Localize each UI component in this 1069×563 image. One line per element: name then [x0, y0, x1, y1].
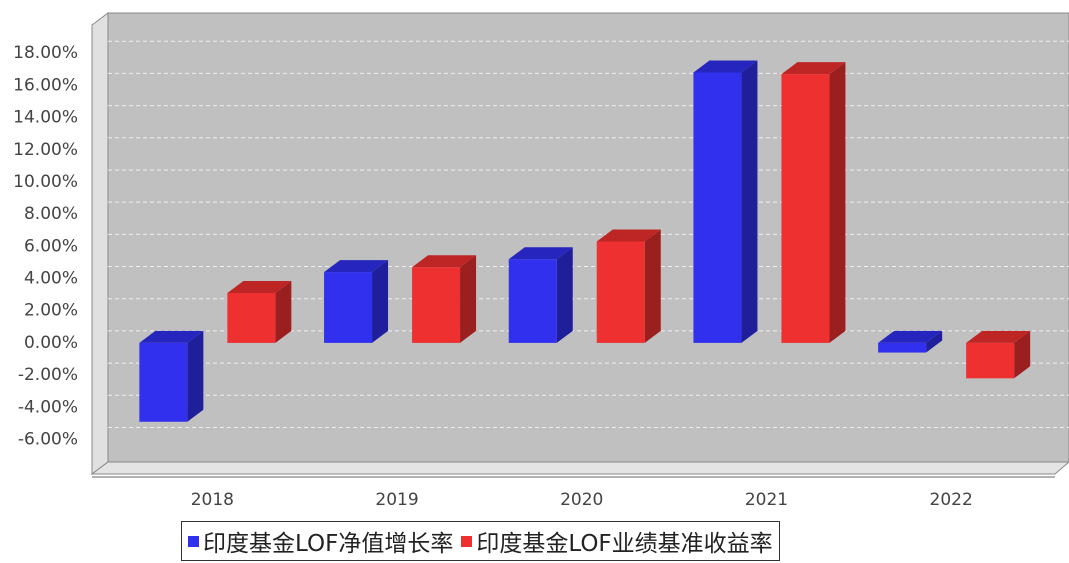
bar-side [926, 330, 943, 353]
bar-top [596, 229, 661, 242]
bar-side [741, 60, 758, 343]
x-tick-label: 2022 [930, 490, 973, 510]
bar-side [372, 260, 389, 343]
y-tick-label: 10.00% [13, 172, 78, 192]
y-tick-label: 12.00% [13, 140, 78, 160]
bar-side [187, 330, 204, 422]
y-tick-label: -4.00% [18, 397, 78, 417]
bar [966, 342, 1015, 379]
bar [781, 74, 830, 343]
bar-top [878, 330, 943, 343]
bar-top [781, 62, 846, 75]
bar-side [829, 62, 846, 343]
bar-side [460, 255, 477, 343]
back-wall [107, 12, 1069, 463]
y-tick-label: 4.00% [24, 269, 78, 289]
y-tick-label: -2.00% [18, 365, 78, 385]
bar-top [227, 281, 292, 294]
floor [90, 461, 1069, 475]
x-tick-label: 2020 [560, 490, 603, 510]
legend: 印度基金LOF净值增长率 印度基金LOF业绩基准收益率 [181, 521, 780, 561]
y-tick-label: 14.00% [13, 108, 78, 128]
bar [693, 72, 742, 343]
y-tick-label: 18.00% [13, 43, 78, 63]
legend-label: 印度基金LOF业绩基准收益率 [476, 531, 773, 557]
y-tick-label: 16.00% [13, 75, 78, 95]
bar-top [412, 255, 477, 268]
bar [878, 342, 927, 353]
bar [324, 272, 373, 343]
bar [139, 342, 188, 422]
y-tick-label: -6.00% [18, 429, 78, 449]
x-tick-label: 2021 [745, 490, 788, 510]
y-tick-label: 8.00% [24, 204, 78, 224]
bar [596, 241, 645, 343]
bar-side [556, 247, 573, 343]
bar-side [1014, 330, 1031, 379]
bar-side [275, 281, 292, 343]
x-tick-label: 2018 [191, 490, 234, 510]
bar [508, 259, 557, 343]
y-tick-label: 6.00% [24, 236, 78, 256]
legend-swatch [461, 535, 473, 547]
side-wall [91, 12, 109, 475]
bar [227, 293, 276, 343]
legend-label: 印度基金LOF净值增长率 [203, 531, 454, 557]
bar-top [966, 330, 1031, 343]
chart: -6.00% -4.00% -2.00% 0.00% 2.00% 4.00% 6.00% 8.… [13, 12, 1069, 510]
bar-top [324, 260, 389, 273]
bar-top [139, 330, 204, 343]
bar-top [508, 247, 573, 260]
x-tick-label: 2019 [375, 490, 418, 510]
y-tick-label: 0.00% [24, 333, 78, 353]
y-tick-label: 2.00% [24, 301, 78, 321]
bar-side [644, 229, 661, 343]
legend-swatch [188, 535, 199, 547]
bar-top [693, 60, 758, 73]
bar [412, 267, 461, 343]
